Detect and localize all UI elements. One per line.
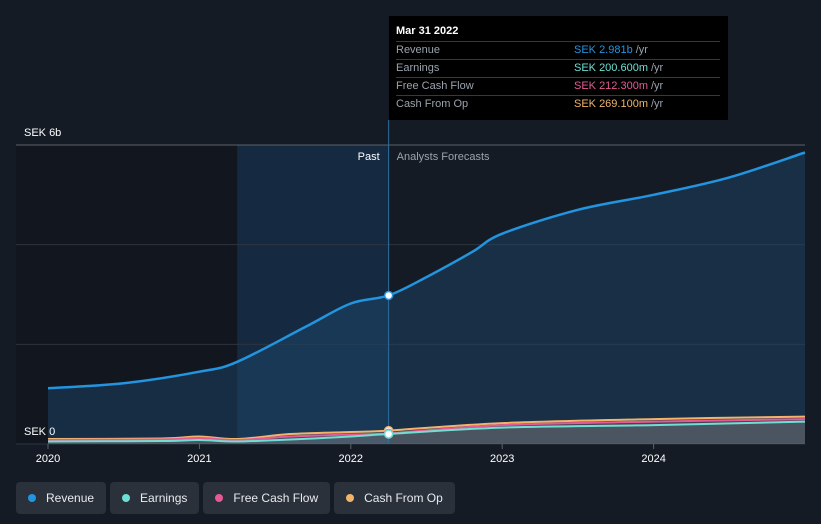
legend-item-earnings[interactable]: Earnings [110, 482, 200, 514]
tooltip-date: Mar 31 2022 [396, 25, 459, 37]
tooltip-value: SEK 2.981b [574, 44, 633, 56]
cash-from-op-dot-icon [346, 494, 355, 502]
earnings-area [48, 421, 805, 444]
x-tick-label: 2021 [187, 453, 211, 465]
legend: Revenue Earnings Free Cash Flow Cash Fro… [16, 482, 455, 514]
tooltip-label: Cash From Op [396, 98, 469, 110]
legend-label: Cash From Op [364, 491, 443, 505]
revenue-line [47, 151, 806, 390]
legend-item-revenue[interactable]: Revenue [16, 482, 107, 514]
tooltip: Mar 31 2022 Revenue SEK 2.981b /yr Earni… [389, 16, 728, 120]
x-tick-label: 2022 [339, 453, 363, 465]
tooltip-row-cash-from-op: Cash From Op SEK 269.100m /yr [396, 95, 720, 113]
x-tick-label: 2024 [641, 453, 665, 465]
forecast-label: Analysts Forecasts [397, 151, 490, 163]
legend-label: Free Cash Flow [233, 491, 319, 505]
free-cash-flow-line [47, 418, 806, 442]
tooltip-unit: /yr [635, 44, 648, 56]
tooltip-row-revenue: Revenue SEK 2.981b /yr [396, 41, 720, 59]
y-axis-bottom-label: SEK 0 [24, 426, 55, 438]
legend-label: Revenue [46, 491, 95, 505]
revenue-marker [383, 290, 394, 301]
tooltip-row-earnings: Earnings SEK 200.600m /yr [396, 59, 720, 77]
legend-label: Earnings [140, 491, 188, 505]
tooltip-value: SEK 269.100m [574, 98, 648, 110]
tooltip-value: SEK 200.600m [574, 62, 648, 74]
tooltip-label: Revenue [396, 44, 441, 56]
tooltip-row-free-cash-flow: Free Cash Flow SEK 212.300m /yr [396, 77, 720, 95]
past-background [16, 145, 238, 444]
free-cash-flow-dot-icon [215, 494, 224, 502]
revenue-area [48, 152, 805, 444]
revenue-dot-icon [28, 494, 36, 502]
x-tick-label: 2023 [490, 453, 514, 465]
tooltip-unit: /yr [651, 62, 664, 74]
x-tick-label: 2020 [36, 453, 60, 465]
tooltip-unit: /yr [651, 80, 664, 92]
y-axis-top-label: SEK 6b [24, 127, 61, 139]
chart-area: SEK 6b SEK 0 Past Analysts Forecasts 2020 202… [16, 120, 806, 465]
earnings-dot-icon [122, 494, 131, 502]
earnings-line [47, 420, 806, 443]
tooltip-unit: /yr [651, 98, 664, 110]
earnings-marker [383, 429, 394, 439]
legend-item-free-cash-flow[interactable]: Free Cash Flow [203, 482, 331, 514]
tooltip-label: Earnings [396, 62, 440, 74]
past-label: Past [358, 151, 380, 163]
past-highlight-band [237, 145, 389, 444]
legend-item-cash-from-op[interactable]: Cash From Op [334, 482, 455, 514]
tooltip-label: Free Cash Flow [396, 80, 474, 92]
tooltip-value: SEK 212.300m [574, 80, 648, 92]
cash-from-op-line [47, 415, 806, 441]
